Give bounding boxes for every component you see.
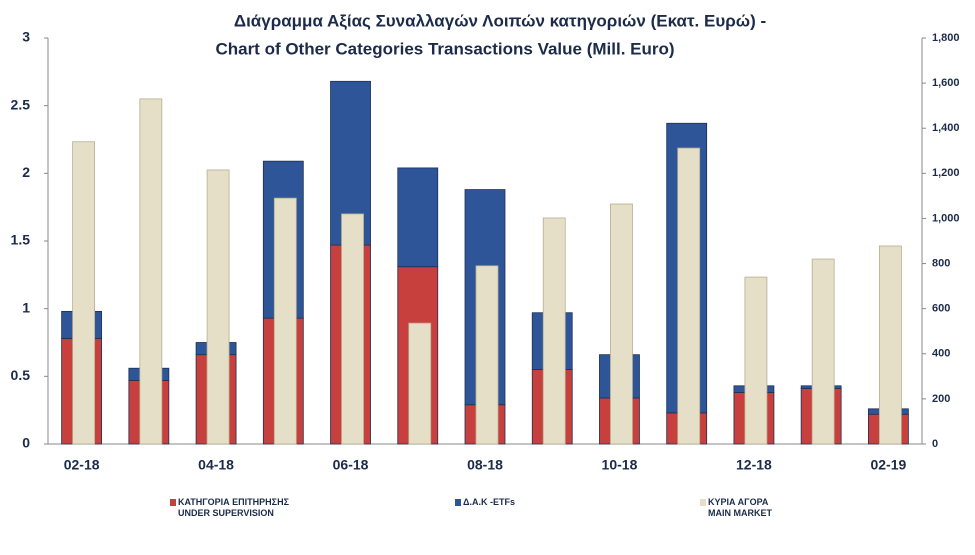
y2-tick-label: 200 xyxy=(932,393,950,405)
bar xyxy=(408,322,432,445)
chart-subtitle: Chart of Other Categories Transactions V… xyxy=(215,39,674,58)
x-tick-label: 06-18 xyxy=(333,457,369,473)
y2-tick-label: 800 xyxy=(932,257,950,269)
bar xyxy=(341,213,364,445)
y-tick-label: 2 xyxy=(22,164,30,180)
bar xyxy=(206,169,230,445)
x-tick-label: 10-18 xyxy=(602,457,638,473)
legend-swatch xyxy=(170,499,176,506)
bar xyxy=(475,265,499,445)
y2-tick-label: 0 xyxy=(932,438,938,450)
x-tick-label: 02-18 xyxy=(64,457,100,473)
legend-label: ΚΥΡΙΑ ΑΓΟΡΑ MAIN MARKET xyxy=(708,497,772,518)
bar xyxy=(542,217,566,445)
legend-item: ΚΑΤΗΓΟΡΙΑ ΕΠΙΤΗΡΗΣΗΣ UNDER SUPERVISION xyxy=(170,497,289,519)
y2-tick-label: 1,000 xyxy=(932,212,960,224)
x-tick-label: 08-18 xyxy=(467,457,503,473)
chart-title: Διάγραμμα Αξίας Συναλλαγών Λοιπών κατηγο… xyxy=(234,11,766,30)
legend-item: ΚΥΡΙΑ ΑΓΟΡΑ MAIN MARKET xyxy=(700,497,772,519)
y-tick-label: 0 xyxy=(22,435,30,451)
bar xyxy=(72,141,96,445)
x-tick-label: 02-19 xyxy=(870,457,906,473)
y-tick-label: 1.5 xyxy=(11,232,31,248)
legend-swatch xyxy=(455,499,461,506)
x-tick-label: 04-18 xyxy=(198,457,234,473)
y2-tick-label: 1,200 xyxy=(932,167,960,179)
legend-item: Δ.Α.Κ -ETFs xyxy=(455,497,515,508)
bar xyxy=(273,197,297,445)
bar xyxy=(397,167,439,268)
legend-swatch xyxy=(700,499,706,506)
y2-tick-label: 1,400 xyxy=(932,122,960,134)
y2-tick-label: 600 xyxy=(932,303,950,315)
bar xyxy=(878,245,902,445)
legend-label: ΚΑΤΗΓΟΡΙΑ ΕΠΙΤΗΡΗΣΗΣ UNDER SUPERVISION xyxy=(178,497,289,518)
y2-tick-label: 400 xyxy=(932,348,950,360)
y-tick-label: 0.5 xyxy=(11,367,31,383)
y-tick-label: 1 xyxy=(22,299,30,315)
bar xyxy=(811,258,835,445)
bar xyxy=(677,147,701,445)
bar xyxy=(744,276,768,445)
legend-label: Δ.Α.Κ -ETFs xyxy=(463,497,515,507)
y2-tick-label: 1,600 xyxy=(932,77,960,89)
bar xyxy=(610,203,633,445)
y-tick-label: 2.5 xyxy=(11,96,31,112)
y2-tick-label: 1,800 xyxy=(932,32,960,44)
bar xyxy=(139,98,163,445)
y-tick-label: 3 xyxy=(22,29,30,45)
x-tick-label: 12-18 xyxy=(736,457,772,473)
